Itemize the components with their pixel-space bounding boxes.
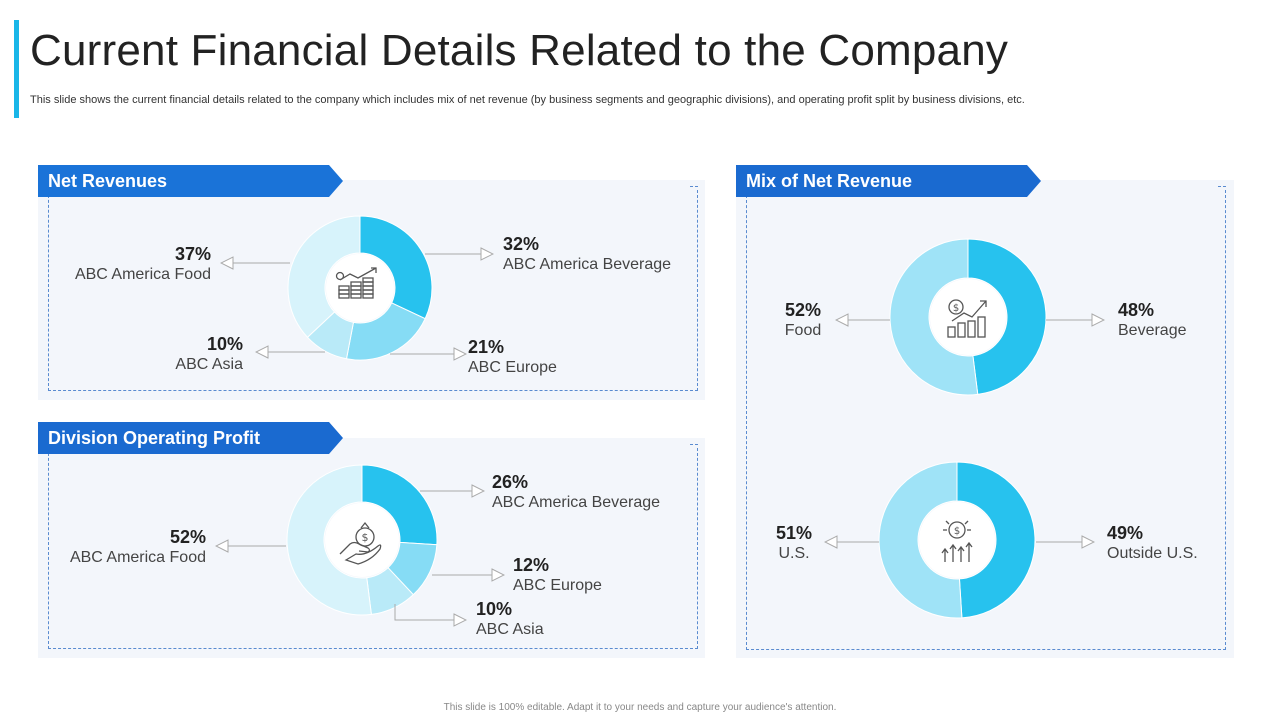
net-revenues-donut bbox=[287, 215, 433, 361]
svg-text:$: $ bbox=[362, 531, 369, 544]
mix-food-label: 52% Food bbox=[784, 300, 822, 339]
dollar-growth-icon: $ bbox=[941, 520, 973, 562]
net_revenues-center-hole bbox=[326, 254, 394, 322]
money-hand-icon: $ bbox=[339, 521, 382, 565]
title-accent-bar bbox=[14, 20, 19, 118]
svg-text:$: $ bbox=[953, 303, 959, 314]
coins-growth-icon bbox=[335, 267, 377, 299]
dop-beverage-label: 26% ABC America Beverage bbox=[492, 472, 661, 511]
nr-food-label: 37% ABC America Food bbox=[74, 244, 211, 283]
page-title: Current Financial Details Related to the… bbox=[30, 26, 1009, 75]
dop-food-label: 52% ABC America Food bbox=[69, 527, 206, 566]
geo-outside-label: 49% Outside U.S. bbox=[1107, 523, 1198, 562]
mix_business-center-hole bbox=[930, 279, 1006, 355]
dop-asia-label: 10% ABC Asia bbox=[476, 599, 544, 638]
money-chart-icon: $ bbox=[947, 299, 987, 338]
dop-europe-label: 12% ABC Europe bbox=[513, 555, 602, 594]
svg-text:$: $ bbox=[954, 526, 960, 537]
mix_geography-slice-u-s bbox=[878, 461, 963, 619]
mix_business-slice-beverage bbox=[967, 238, 1047, 395]
connector-lines bbox=[222, 254, 1098, 620]
mix-of-net-revenue-banner: Mix of Net Revenue bbox=[736, 165, 1041, 197]
page-subtitle: This slide shows the current financial d… bbox=[30, 94, 1025, 106]
nr-europe-label: 21% ABC Europe bbox=[468, 337, 557, 376]
mix_geography-center-hole bbox=[919, 502, 995, 578]
geo-us-label: 51% U.S. bbox=[775, 523, 813, 562]
division-operating-profit-donut bbox=[286, 464, 438, 616]
mix-business-donut bbox=[889, 238, 1047, 396]
connector-dop-asia bbox=[394, 604, 460, 620]
mix-geography-donut bbox=[878, 461, 1036, 619]
mix_business-slice-food bbox=[889, 238, 979, 396]
mix-beverage-label: 48% Beverage bbox=[1118, 300, 1187, 339]
mix_geography-slice-outside-u-s bbox=[956, 461, 1036, 619]
footer-note: This slide is 100% editable. Adapt it to… bbox=[443, 702, 837, 713]
division_operating_profit-slice-abc-america-food bbox=[286, 464, 372, 616]
net-revenues-banner: Net Revenues bbox=[38, 165, 343, 197]
net_revenues-slice-abc-america-food bbox=[287, 215, 361, 338]
division-operating-profit-banner: Division Operating Profit bbox=[38, 422, 343, 454]
division_operating_profit-center-hole bbox=[325, 503, 399, 577]
net_revenues-slice-abc-america-beverage bbox=[359, 215, 433, 320]
nr-asia-label: 10% ABC Asia bbox=[175, 334, 243, 373]
nr-beverage-label: 32% ABC America Beverage bbox=[503, 234, 672, 273]
